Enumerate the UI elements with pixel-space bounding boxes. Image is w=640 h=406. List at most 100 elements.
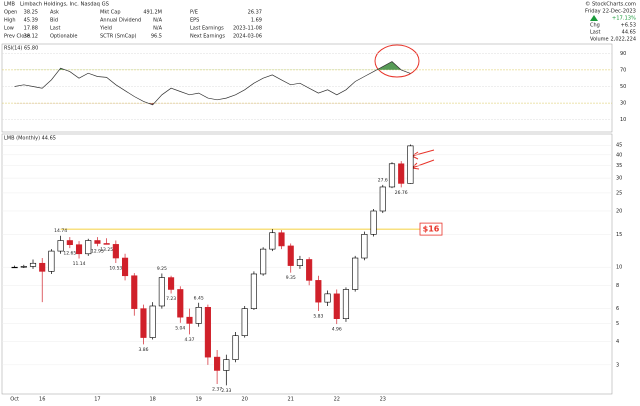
quote-label: Mkt Cap [100, 10, 121, 16]
y-tick-label: 45 [616, 143, 622, 149]
arrow [411, 149, 435, 160]
low-label: 2.37 [212, 386, 222, 392]
quote-value: 1.69 [251, 18, 262, 24]
candle-body [260, 248, 267, 275]
y-tick-label: 3 [616, 362, 619, 368]
y-tick-label: 8 [616, 283, 619, 289]
candle-body [306, 259, 313, 281]
quote-value: +6.53 [621, 23, 636, 29]
price-title: LMB (Monthly) 44.65 [4, 136, 56, 142]
rsi-frame [1, 43, 613, 133]
quote-label: Volume [590, 37, 609, 43]
candle-body [204, 306, 211, 358]
low-label: 5.04 [175, 325, 185, 331]
quote-value: 38.25 [24, 10, 38, 16]
y-tick-label: 40 [616, 152, 622, 158]
candle-body [177, 289, 184, 318]
quote-value: 2023-11-08 [233, 26, 262, 32]
quote-label: P/E [190, 10, 198, 16]
quote-label: Last [590, 30, 600, 36]
quote-label: Next Earnings [190, 34, 225, 40]
quote-value: 38.12 [24, 34, 38, 40]
candle-body [379, 186, 386, 212]
candle-body [39, 262, 46, 272]
candle-body [269, 232, 276, 250]
low-label: 11.14 [73, 261, 86, 267]
candle-body [103, 243, 110, 245]
quote-value: 491.2M [143, 10, 162, 16]
rsi-line [14, 61, 411, 106]
low-label: 9.35 [286, 275, 296, 281]
annotation-box [419, 222, 443, 236]
candle-body [140, 308, 147, 338]
quote-value: N/A [153, 26, 162, 32]
symbol: LMB [4, 2, 15, 8]
candle-body [296, 259, 304, 266]
candle-body [241, 308, 248, 336]
candle-body [195, 306, 202, 324]
candle-body [94, 240, 101, 244]
candle-body [315, 280, 322, 303]
change-pct: +17.13% [612, 16, 636, 22]
low-label: 12.95 [91, 249, 104, 255]
y-tick-label: 10 [616, 265, 622, 271]
candle-body [287, 245, 294, 266]
quote-label: SCTR (SmCap) [100, 34, 137, 40]
x-tick-label: 22 [334, 397, 340, 403]
arrow [411, 159, 435, 170]
candle-body [131, 275, 138, 309]
candle-body [361, 234, 368, 259]
candle-body [85, 240, 92, 255]
x-tick-label: 18 [149, 397, 155, 403]
low-label: 5.83 [313, 313, 323, 319]
low-label: 12.65 [63, 251, 76, 257]
candle-body [278, 232, 285, 247]
high-label: 27.6 [378, 177, 388, 183]
y-tick-label: 4 [616, 339, 619, 345]
candle-body [333, 293, 340, 319]
low-label: 7.23 [166, 296, 176, 302]
quote-label: Low [4, 26, 14, 32]
candle-body [388, 163, 396, 188]
overbought-area [14, 61, 411, 70]
y-tick-label: 70 [620, 67, 626, 73]
y-tick-label: 30 [616, 176, 622, 182]
low-label: 4.37 [184, 337, 194, 343]
low-label: 26.76 [395, 190, 408, 196]
candle-body [75, 244, 83, 255]
oversold-area [14, 103, 411, 105]
quote-value: 17.88 [24, 26, 38, 32]
quote-label: Last [50, 26, 60, 32]
quote-label: Yield [99, 26, 112, 32]
y-tick-label: 15 [616, 232, 622, 238]
quote-value: N/A [153, 18, 162, 24]
y-tick-label: 20 [616, 208, 622, 214]
price-frame [1, 133, 613, 395]
quote-label: High [4, 18, 16, 24]
low-label: 4.96 [332, 327, 342, 333]
candle-body [370, 210, 377, 235]
y-tick-label: 50 [620, 84, 626, 90]
date: Friday 22-Dec-2023 [585, 9, 636, 15]
x-tick-label: 21 [288, 397, 294, 403]
copyright: © StockCharts.com [585, 1, 636, 8]
high-label: 9.25 [157, 266, 167, 272]
high-label: 14.74 [54, 228, 67, 234]
y-tick-label: 30 [620, 101, 626, 107]
annotation-label: $16 [423, 225, 440, 234]
quote-label: Prev Close [4, 34, 30, 40]
quote-label: Open [4, 10, 17, 16]
quote-label: Chg [590, 23, 600, 29]
candle-body [223, 359, 230, 371]
candle-body [66, 240, 73, 245]
x-tick-label: 17 [94, 397, 100, 403]
quote-value: 44.65 [622, 30, 636, 36]
candle-body [29, 262, 37, 267]
y-tick-label: 6 [616, 306, 619, 312]
quote-label: Optionable [50, 34, 77, 40]
low-label: 3.86 [138, 347, 148, 353]
candle-body [186, 316, 193, 324]
candle-body [352, 257, 359, 290]
candle-body [168, 277, 175, 290]
